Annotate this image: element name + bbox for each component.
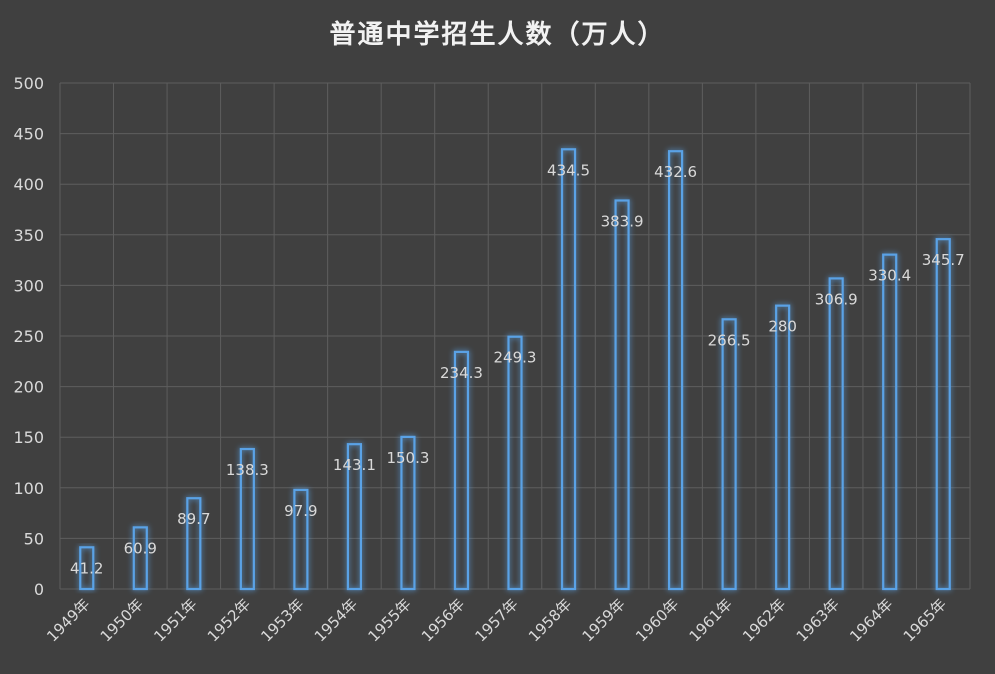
data-label: 97.9 bbox=[284, 502, 317, 520]
x-tick-label: 1951年 bbox=[150, 595, 200, 645]
y-tick-label: 350 bbox=[13, 226, 44, 245]
x-tick-label: 1959年 bbox=[579, 595, 629, 645]
data-label: 150.3 bbox=[386, 449, 429, 467]
bar bbox=[239, 447, 255, 591]
x-tick-label: 1962年 bbox=[739, 595, 789, 645]
bar bbox=[346, 443, 363, 591]
x-tick-label: 1961年 bbox=[686, 595, 736, 645]
x-tick-label: 1950年 bbox=[97, 595, 147, 645]
x-tick-label: 1963年 bbox=[793, 595, 843, 645]
x-tick-label: 1956年 bbox=[418, 595, 468, 645]
grid-layer bbox=[59, 82, 971, 590]
bar bbox=[667, 150, 684, 591]
data-label: 280 bbox=[768, 318, 797, 336]
x-tick-label: 1953年 bbox=[257, 595, 307, 645]
x-tick-label: 1949年 bbox=[43, 595, 93, 645]
data-label: 306.9 bbox=[815, 290, 858, 308]
data-label: 138.3 bbox=[226, 461, 269, 479]
data-label: 330.4 bbox=[868, 267, 911, 285]
data-label: 89.7 bbox=[177, 510, 210, 528]
x-tick-label: 1954年 bbox=[311, 595, 361, 645]
bar bbox=[614, 199, 630, 591]
y-tick-label: 250 bbox=[13, 327, 44, 346]
data-label: 383.9 bbox=[601, 212, 644, 230]
x-tick-label: 1957年 bbox=[471, 595, 521, 645]
y-tick-label: 150 bbox=[13, 428, 44, 447]
data-label: 345.7 bbox=[922, 251, 965, 269]
bar bbox=[293, 488, 309, 591]
bar bbox=[507, 335, 523, 591]
x-tick-label: 1958年 bbox=[525, 595, 575, 645]
bar bbox=[560, 148, 577, 591]
bar bbox=[453, 350, 470, 591]
data-label: 432.6 bbox=[654, 163, 697, 181]
bar bbox=[400, 435, 416, 591]
data-label: 249.3 bbox=[494, 349, 537, 367]
data-label: 41.2 bbox=[70, 559, 103, 577]
bar bbox=[186, 497, 202, 591]
y-tick-label: 200 bbox=[13, 378, 44, 397]
bar-layer bbox=[79, 148, 951, 591]
bar bbox=[79, 546, 95, 591]
data-label: 143.1 bbox=[333, 456, 376, 474]
bar bbox=[828, 277, 844, 591]
data-label: 266.5 bbox=[708, 331, 751, 349]
data-label: 234.3 bbox=[440, 364, 483, 382]
bar bbox=[721, 318, 737, 591]
x-tick-label: 1965年 bbox=[900, 595, 950, 645]
y-tick-label: 50 bbox=[24, 529, 44, 548]
data-label: 60.9 bbox=[124, 539, 157, 557]
y-tick-label: 0 bbox=[34, 580, 44, 599]
y-tick-label: 450 bbox=[13, 125, 44, 144]
bar bbox=[935, 238, 951, 591]
label-layer: 0 50 100 150 200 250 300 350 400 450 500 41.2 1949年 6… bbox=[13, 74, 964, 645]
bar bbox=[882, 253, 898, 591]
x-tick-label: 1955年 bbox=[364, 595, 414, 645]
y-tick-label: 400 bbox=[13, 175, 44, 194]
x-tick-label: 1952年 bbox=[204, 595, 254, 645]
y-tick-label: 300 bbox=[13, 276, 44, 295]
data-label: 434.5 bbox=[547, 161, 590, 179]
x-tick-label: 1964年 bbox=[846, 595, 896, 645]
x-tick-label: 1960年 bbox=[632, 595, 682, 645]
bar bbox=[775, 304, 791, 591]
chart-title: 普通中学招生人数（万人） bbox=[329, 20, 666, 50]
y-tick-label: 100 bbox=[13, 479, 44, 498]
y-tick-label: 500 bbox=[13, 74, 44, 93]
bar bbox=[132, 526, 148, 591]
